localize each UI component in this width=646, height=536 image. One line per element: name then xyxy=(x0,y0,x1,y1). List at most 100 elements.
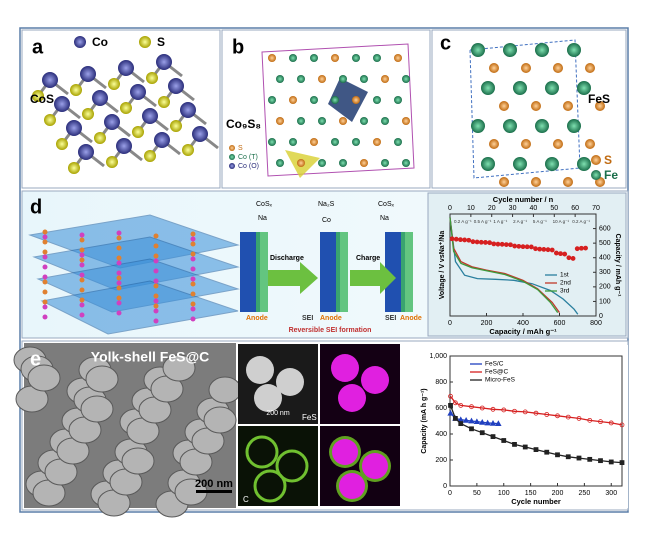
atom-s xyxy=(521,139,531,149)
atom-s xyxy=(106,156,118,168)
series-line xyxy=(449,217,579,315)
marker xyxy=(570,256,576,261)
legend-text: Fe xyxy=(604,168,618,182)
atom xyxy=(402,75,410,83)
octa xyxy=(328,78,368,122)
marker xyxy=(484,419,491,426)
atom xyxy=(373,138,381,146)
electrode: Anode xyxy=(246,315,268,322)
atom-co xyxy=(168,78,184,94)
species: CoSₓ xyxy=(378,201,395,208)
atom-s xyxy=(120,102,132,114)
nanoparticle xyxy=(116,295,122,301)
atom xyxy=(360,159,368,167)
atom xyxy=(276,75,284,83)
particle xyxy=(246,356,274,384)
step: Charge xyxy=(356,255,380,262)
compound: FeS xyxy=(588,92,610,106)
marker xyxy=(479,405,485,411)
marker xyxy=(516,243,522,249)
x-tick-label: 400 xyxy=(517,320,529,327)
x2-tick-label: 70 xyxy=(592,205,600,212)
nanoparticle xyxy=(79,262,85,268)
particle xyxy=(85,365,119,393)
nanoparticle xyxy=(79,312,85,318)
atom xyxy=(339,159,347,167)
marker xyxy=(512,243,518,249)
marker xyxy=(533,447,539,453)
rate-label: 2 A g⁻¹ xyxy=(513,219,527,224)
marker xyxy=(512,441,517,447)
marker xyxy=(469,426,474,432)
nanoparticle xyxy=(153,298,159,304)
marker xyxy=(487,240,493,246)
atom-s xyxy=(144,150,156,162)
marker xyxy=(533,410,539,416)
nanoparticle xyxy=(42,274,48,280)
marker xyxy=(499,241,505,247)
nanoparticle xyxy=(190,266,196,272)
atom-co xyxy=(156,54,172,70)
atom xyxy=(310,96,318,104)
nanoparticle xyxy=(153,243,159,249)
atom xyxy=(339,75,347,83)
nanoparticle xyxy=(153,258,159,264)
series-line xyxy=(449,217,559,313)
marker xyxy=(562,251,568,257)
atom xyxy=(297,117,305,125)
marker xyxy=(462,237,468,243)
species: Na xyxy=(380,215,389,222)
marker xyxy=(524,244,530,250)
nanoparticle xyxy=(116,275,122,281)
atom xyxy=(331,54,339,62)
x-axis-label: Cycle number xyxy=(511,497,561,506)
x2-axis-label: Cycle number / n xyxy=(493,195,554,204)
rate-label: 10 A g⁻¹ xyxy=(553,219,570,224)
x2-tick-label: 40 xyxy=(530,205,538,212)
compound: Co₉S₈ xyxy=(226,117,261,131)
atom-co xyxy=(116,138,132,154)
panel-label: a xyxy=(32,36,44,58)
marker xyxy=(555,413,560,419)
atom-co xyxy=(104,114,120,130)
atom xyxy=(276,117,284,125)
marker xyxy=(501,407,507,413)
atom xyxy=(360,75,368,83)
marker xyxy=(479,430,485,436)
rate-label: 5 A g⁻¹ xyxy=(533,219,547,224)
legend-text: S xyxy=(604,153,612,167)
step: Discharge xyxy=(270,255,304,262)
nanoparticle xyxy=(153,318,159,324)
marker xyxy=(576,415,582,421)
marker xyxy=(598,458,603,464)
marker xyxy=(608,459,614,465)
nanoparticle xyxy=(42,304,48,310)
legend-dot xyxy=(591,155,601,165)
atom xyxy=(297,75,305,83)
atom-s xyxy=(32,90,44,102)
marker xyxy=(583,245,588,251)
atom xyxy=(381,117,389,125)
nanoparticle xyxy=(153,278,159,284)
marker xyxy=(470,239,476,245)
marker xyxy=(553,250,559,256)
nanoparticle xyxy=(79,237,85,243)
rate-label: 0.2 A g⁻¹ xyxy=(572,219,590,224)
series-line xyxy=(449,217,561,313)
x-tick-label: 50 xyxy=(473,490,481,497)
rate-label: 0.2 A g⁻¹ xyxy=(454,219,472,224)
marker xyxy=(490,434,496,440)
y2-tick-label: 300 xyxy=(599,269,611,276)
electrode: Anode xyxy=(320,315,342,322)
nanoparticle xyxy=(116,260,122,266)
atom-s xyxy=(553,139,563,149)
atom-s xyxy=(585,63,595,73)
atom-fe xyxy=(535,43,549,57)
c-map xyxy=(245,435,279,469)
x-tick-label: 600 xyxy=(554,320,566,327)
y-axis-label: Capacity (mA h g⁻¹) xyxy=(421,388,428,453)
nanoparticle xyxy=(42,279,48,285)
x2-tick-label: 20 xyxy=(488,205,496,212)
nanoparticle xyxy=(190,231,196,237)
marker xyxy=(537,246,543,252)
